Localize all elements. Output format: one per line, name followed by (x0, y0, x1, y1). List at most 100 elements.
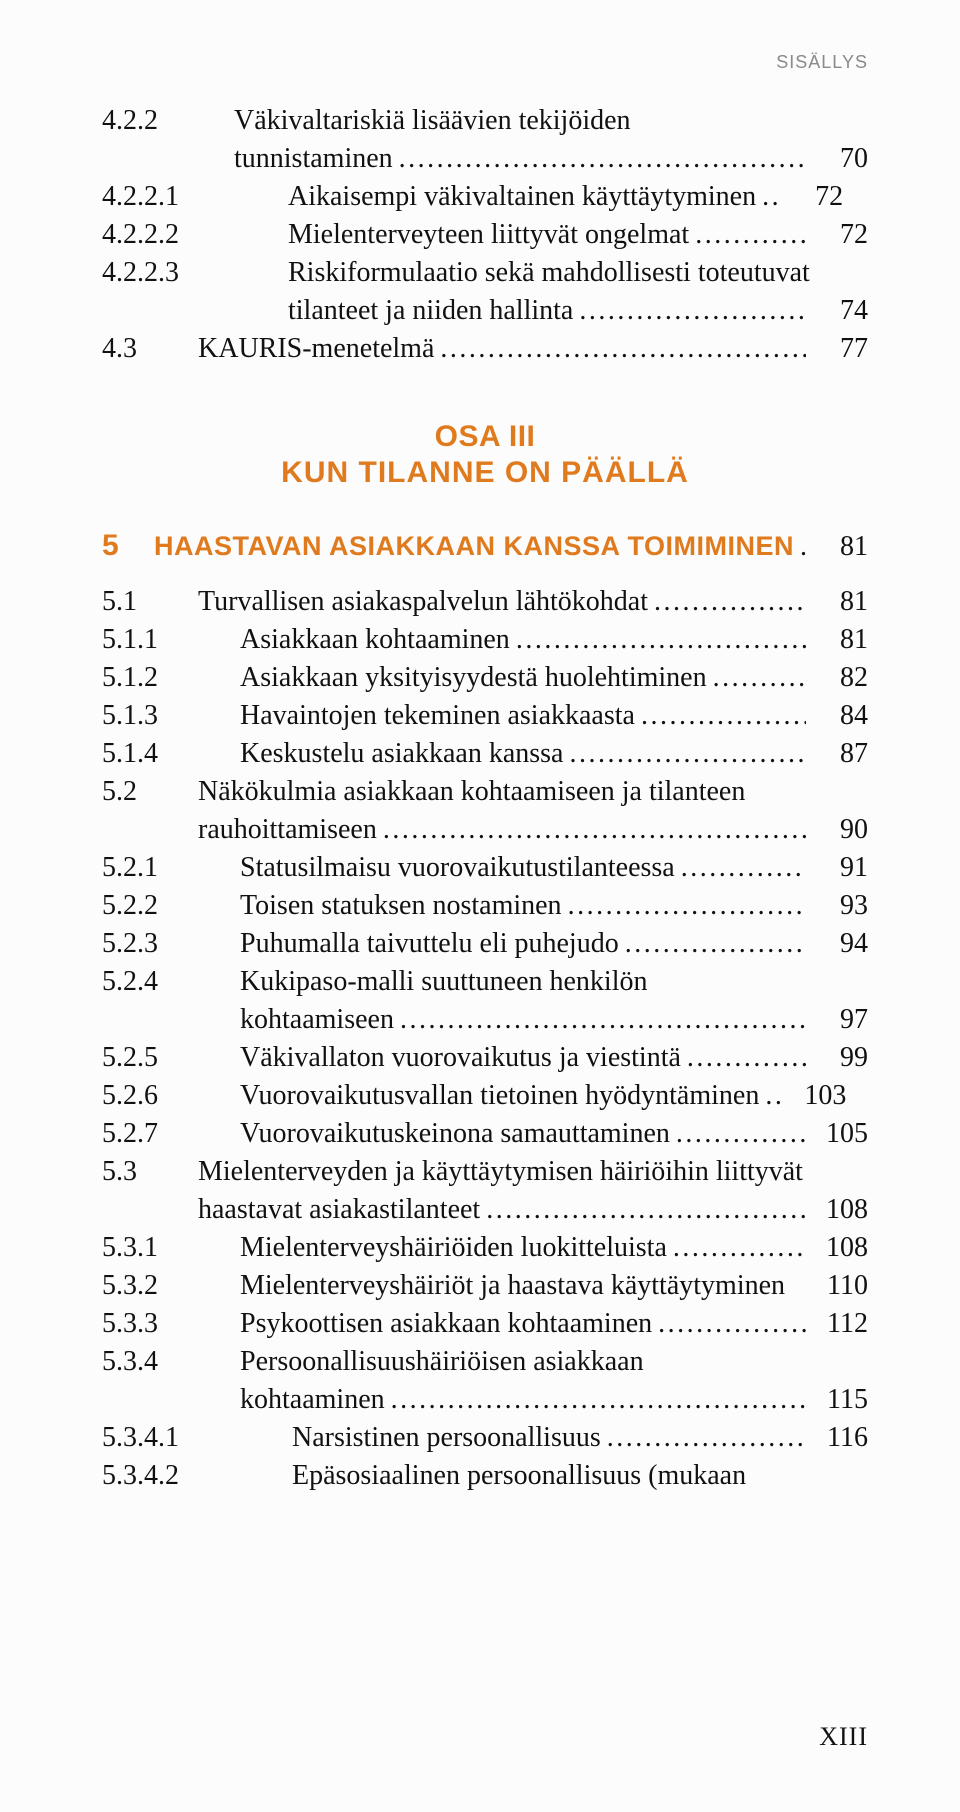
leader-dots (658, 1305, 806, 1343)
entry-number: 5.3.4 (102, 1343, 240, 1381)
entry-text-wrap: Puhumalla taivuttelu eli puhejudo94 (240, 925, 868, 963)
entry-text-wrap: Asiakkaan kohtaaminen 81 (240, 621, 868, 659)
page-number: 115 (812, 1381, 868, 1419)
entry-last-line: KAURIS-menetelmä 77 (198, 330, 868, 368)
entry-cont-line: Kukipaso-malli suuttuneen henkilön (240, 963, 868, 1001)
entry-text: Vuorovaikutuskeinona samauttaminen (240, 1115, 670, 1153)
toc-entry: 5.2.2 Toisen statuksen nostaminen93 (102, 887, 868, 925)
leader-dots: .. (765, 1077, 784, 1115)
toc-entry: 5.3 Mielenterveyden ja käyttäytymisen hä… (102, 1153, 868, 1229)
entry-text: Turvallisen asiakaspalvelun lähtökohdat (198, 583, 648, 621)
toc-pre-block: 4.2.2 Väkivaltariskiä lisäävien tekijöid… (102, 102, 868, 368)
entry-last-line: Statusilmaisu vuorovaikutustilanteessa 91 (240, 849, 868, 887)
toc-entry: 5.2.7 Vuorovaikutuskeinona samauttaminen… (102, 1115, 868, 1153)
toc-entry: 5.3.4.2 Epäsosiaalinen persoonallisuus (… (102, 1457, 868, 1495)
entry-number: 4.2.2 (102, 102, 234, 140)
entry-text-wrap: Narsistinen persoonallisuus116 (292, 1419, 868, 1457)
page-number: 77 (812, 330, 868, 368)
page-number: 81 (812, 527, 868, 567)
page-number: 97 (812, 1001, 868, 1039)
leader-dots (400, 1001, 806, 1039)
entry-number: 4.2.2.3 (102, 254, 288, 292)
entry-text: Näkökulmia asiakkaan kohtaamiseen ja til… (198, 773, 745, 811)
page-number: 110 (812, 1267, 868, 1305)
page-number: 112 (812, 1305, 868, 1343)
page-number: 81 (812, 621, 868, 659)
toc-entry: 5.3.3 Psykoottisen asiakkaan kohtaaminen… (102, 1305, 868, 1343)
leader-dots (687, 1039, 806, 1077)
entry-text: Mielenterveyshäiriöiden luokitteluista (240, 1229, 667, 1267)
page-number: 91 (812, 849, 868, 887)
folio: XIII (819, 1722, 868, 1752)
entry-text: Aikaisempi väkivaltainen käyttäytyminen (288, 178, 756, 216)
entry-text: Statusilmaisu vuorovaikutustilanteessa (240, 849, 675, 887)
entry-last-line: Toisen statuksen nostaminen93 (240, 887, 868, 925)
leader-dots (800, 527, 806, 567)
entry-last-line: Narsistinen persoonallisuus116 (292, 1419, 868, 1457)
entry-last-line: Vuorovaikutuskeinona samauttaminen 105 (240, 1115, 868, 1153)
page-number: 99 (812, 1039, 868, 1077)
entry-number: 5.1.2 (102, 659, 240, 697)
entry-last-line: Keskustelu asiakkaan kanssa87 (240, 735, 868, 773)
toc-entry: 5.1 Turvallisen asiakaspalvelun lähtökoh… (102, 583, 868, 621)
toc-entry: 4.2.2.2 Mielenterveyteen liittyvät ongel… (102, 216, 868, 254)
entry-text-wrap: Mielenterveyshäiriöiden luokitteluista10… (240, 1229, 868, 1267)
toc-entry: 5.3.2 Mielenterveyshäiriöt ja haastava k… (102, 1267, 868, 1305)
entry-text-wrap: Persoonallisuushäiriöisen asiakkaankohta… (240, 1343, 868, 1419)
entry-last-line: Väkivallaton vuorovaikutus ja viestintä9… (240, 1039, 868, 1077)
entry-text-wrap: KAURIS-menetelmä 77 (198, 330, 868, 368)
entry-number: 5.3.4.1 (102, 1419, 292, 1457)
entry-text: Keskustelu asiakkaan kanssa (240, 735, 563, 773)
part-heading: OSA III KUN TILANNE ON PÄÄLLÄ (102, 420, 868, 490)
page-number: 72 (812, 216, 868, 254)
entry-text-wrap: Toisen statuksen nostaminen93 (240, 887, 868, 925)
part-title: KUN TILANNE ON PÄÄLLÄ (102, 456, 868, 490)
entry-cont-line: Näkökulmia asiakkaan kohtaamiseen ja til… (198, 773, 868, 811)
entry-number: 5.3.1 (102, 1229, 240, 1267)
entry-number: 4.2.2.2 (102, 216, 288, 254)
entry-text-wrap: Turvallisen asiakaspalvelun lähtökohdat 8… (198, 583, 868, 621)
chapter-number: 5 (102, 526, 154, 566)
toc-entry: 5.2.5 Väkivallaton vuorovaikutus ja vies… (102, 1039, 868, 1077)
entry-text: Riskiformulaatio sekä mahdollisesti tote… (288, 254, 810, 292)
entry-last-line: Mielenterveyshäiriöiden luokitteluista10… (240, 1229, 868, 1267)
toc-entry: 5.2.3 Puhumalla taivuttelu eli puhejudo9… (102, 925, 868, 963)
entry-last-line: tilanteet ja niiden hallinta74 (288, 292, 868, 330)
toc-entry: 4.2.2 Väkivaltariskiä lisäävien tekijöid… (102, 102, 868, 178)
entry-last-line: rauhoittamiseen90 (198, 811, 868, 849)
entry-last-line: haastavat asiakastilanteet108 (198, 1191, 868, 1229)
entry-text-wrap: Asiakkaan yksityisyydestä huolehtiminen8… (240, 659, 868, 697)
part-number: OSA III (102, 420, 868, 454)
toc-entry: 5.2.4 Kukipaso-malli suuttuneen henkilön… (102, 963, 868, 1039)
entry-text: Kukipaso-malli suuttuneen henkilön (240, 963, 648, 1001)
leader-dots (569, 735, 806, 773)
entry-cont-line: Väkivaltariskiä lisäävien tekijöiden (234, 102, 868, 140)
entry-last-line: kohtaaminen 115 (240, 1381, 868, 1419)
leader-dots (440, 330, 806, 368)
entry-text-wrap: Näkökulmia asiakkaan kohtaamiseen ja til… (198, 773, 868, 849)
page-number: 84 (812, 697, 868, 735)
entry-last-line: kohtaamiseen97 (240, 1001, 868, 1039)
entry-text: Persoonallisuushäiriöisen asiakkaan (240, 1343, 644, 1381)
leader-dots (399, 140, 806, 178)
entry-last-line: Mielenterveyshäiriöt ja haastava käyttäy… (240, 1267, 868, 1305)
entry-number: 5.2.4 (102, 963, 240, 1001)
leader-dots (568, 887, 806, 925)
entry-text: Asiakkaan kohtaaminen (240, 621, 510, 659)
entry-text: KAURIS-menetelmä (198, 330, 434, 368)
leader-dots (607, 1419, 806, 1457)
entry-text: kohtaaminen (240, 1381, 385, 1419)
chapter-row: 5 HAASTAVAN ASIAKKAAN KANSSA TOIMIMINEN … (102, 526, 868, 567)
toc-entry: 5.3.4 Persoonallisuushäiriöisen asiakkaa… (102, 1343, 868, 1419)
page-number: 116 (812, 1419, 868, 1457)
page-number: 105 (812, 1115, 868, 1153)
entry-text: tunnistaminen (234, 140, 393, 178)
entry-text: rauhoittamiseen (198, 811, 377, 849)
toc-entry: 4.3 KAURIS-menetelmä77 (102, 330, 868, 368)
entry-number: 5.2.7 (102, 1115, 240, 1153)
page-number: 70 (812, 140, 868, 178)
entry-number: 5.2.3 (102, 925, 240, 963)
entry-number: 5.1.4 (102, 735, 240, 773)
page-number: 81 (812, 583, 868, 621)
entry-text: Puhumalla taivuttelu eli puhejudo (240, 925, 619, 963)
